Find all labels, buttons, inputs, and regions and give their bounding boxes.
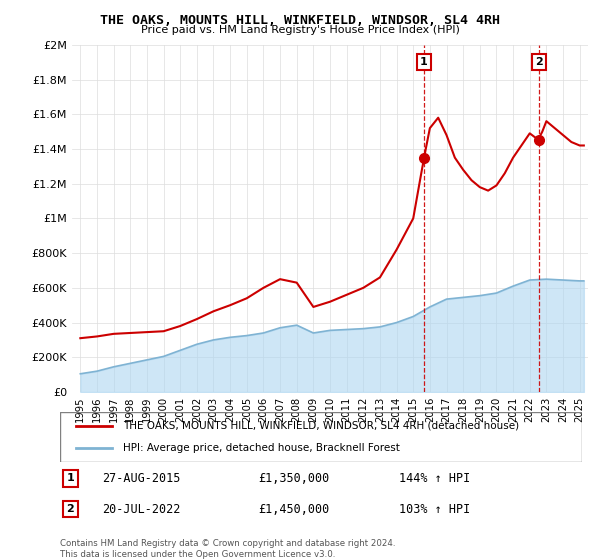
Text: 20-JUL-2022: 20-JUL-2022 xyxy=(102,503,180,516)
Text: £1,350,000: £1,350,000 xyxy=(259,472,329,485)
Text: 1: 1 xyxy=(67,473,74,483)
Text: Price paid vs. HM Land Registry's House Price Index (HPI): Price paid vs. HM Land Registry's House … xyxy=(140,25,460,35)
Text: 1: 1 xyxy=(420,57,428,67)
Text: £1,450,000: £1,450,000 xyxy=(259,503,329,516)
Text: THE OAKS, MOUNTS HILL, WINKFIELD, WINDSOR, SL4 4RH: THE OAKS, MOUNTS HILL, WINKFIELD, WINDSO… xyxy=(100,14,500,27)
Text: THE OAKS, MOUNTS HILL, WINKFIELD, WINDSOR, SL4 4RH (detached house): THE OAKS, MOUNTS HILL, WINKFIELD, WINDSO… xyxy=(122,421,519,431)
Text: 103% ↑ HPI: 103% ↑ HPI xyxy=(400,503,470,516)
Text: 2: 2 xyxy=(535,57,543,67)
Text: 144% ↑ HPI: 144% ↑ HPI xyxy=(400,472,470,485)
Text: 2: 2 xyxy=(67,504,74,514)
Text: HPI: Average price, detached house, Bracknell Forest: HPI: Average price, detached house, Brac… xyxy=(122,443,400,453)
Text: 27-AUG-2015: 27-AUG-2015 xyxy=(102,472,180,485)
Text: Contains HM Land Registry data © Crown copyright and database right 2024.
This d: Contains HM Land Registry data © Crown c… xyxy=(60,539,395,559)
